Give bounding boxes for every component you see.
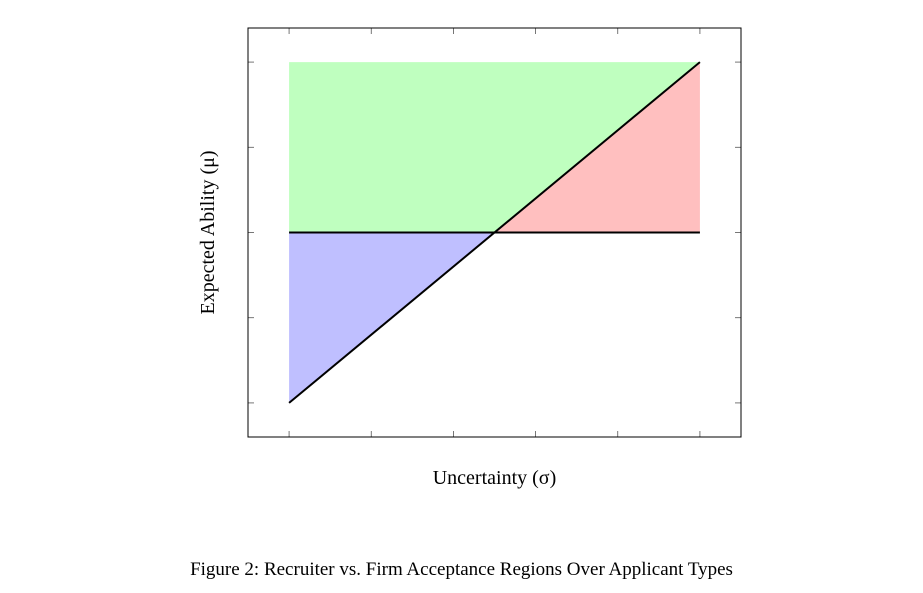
y-axis-label: Expected Ability (μ) [197,150,219,314]
line-1 [288,61,701,404]
lines-layer [288,61,701,404]
plot-frame [247,27,742,438]
x-axis-label: Uncertainty (σ) [433,467,557,489]
ticks-layer [248,28,741,437]
figure-caption: Figure 2: Recruiter vs. Firm Acceptance … [190,559,733,580]
region-0 [289,62,700,233]
